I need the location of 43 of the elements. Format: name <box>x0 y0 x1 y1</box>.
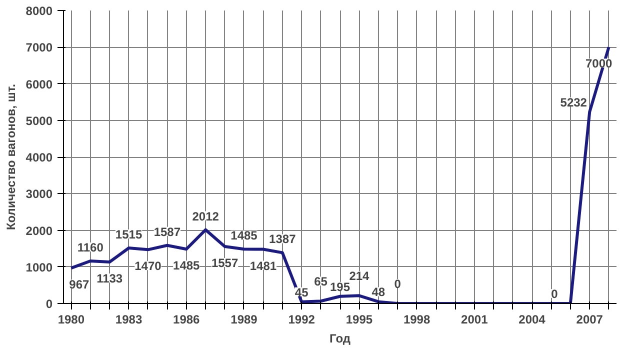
y-tick-label: 6000 <box>26 77 53 92</box>
line-series <box>70 46 610 304</box>
x-tick-label: 2001 <box>461 312 488 326</box>
x-tick-label: 2004 <box>518 312 546 326</box>
data-label: 1515 <box>115 228 142 242</box>
x-tick-label: 1983 <box>115 312 142 326</box>
y-tick-label: 0 <box>46 297 53 311</box>
data-label: 65 <box>314 274 328 289</box>
y-tick-label: 7000 <box>26 40 53 55</box>
x-tick-label: 1989 <box>230 312 258 326</box>
x-tick-label: 1986 <box>173 312 200 326</box>
data-label: 1387 <box>269 232 296 246</box>
data-label: 1160 <box>77 240 104 255</box>
data-label: 5232 <box>560 95 588 110</box>
data-label: 967 <box>69 278 90 292</box>
x-tick-label: 1998 <box>403 312 430 326</box>
x-tick-label: 1980 <box>58 312 85 326</box>
data-label: 1587 <box>154 224 181 239</box>
x-tick-label: 1992 <box>288 312 316 326</box>
y-tick-label: 3000 <box>26 187 53 202</box>
data-label: 1557 <box>211 256 238 270</box>
data-label: 1481 <box>250 258 277 273</box>
y-axis-title: Количество вагонов, шт. <box>4 84 18 230</box>
y-tick-label: 2000 <box>26 224 53 238</box>
data-label: 45 <box>294 285 309 300</box>
data-label: 1485 <box>230 228 258 243</box>
data-label: 2012 <box>192 209 220 224</box>
data-label: 0 <box>394 277 402 291</box>
data-label: 7000 <box>585 56 612 71</box>
x-axis-title: Год <box>330 332 351 346</box>
data-label: 1485 <box>173 258 200 273</box>
data-label: 214 <box>349 269 370 284</box>
x-tick-label: 1995 <box>346 312 373 326</box>
data-label: 0 <box>551 287 558 301</box>
y-tick-label: 8000 <box>26 4 53 18</box>
y-tick-label: 5000 <box>26 114 53 128</box>
x-tick-label: 2007 <box>576 312 604 326</box>
y-tick-label: 4000 <box>26 150 53 164</box>
data-label: 48 <box>372 285 386 300</box>
data-label: 1133 <box>96 272 123 286</box>
data-label: 195 <box>330 280 350 294</box>
data-label: 1470 <box>134 259 162 274</box>
y-tick-label: 1000 <box>26 260 53 274</box>
